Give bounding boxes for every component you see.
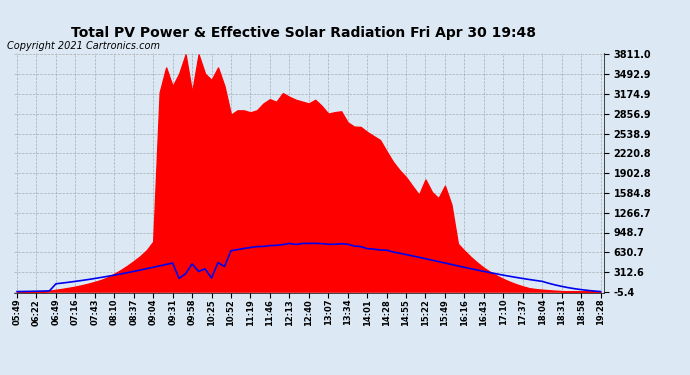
- Text: Total PV Power & Effective Solar Radiation Fri Apr 30 19:48: Total PV Power & Effective Solar Radiati…: [71, 26, 536, 40]
- Text: Copyright 2021 Cartronics.com: Copyright 2021 Cartronics.com: [7, 41, 160, 51]
